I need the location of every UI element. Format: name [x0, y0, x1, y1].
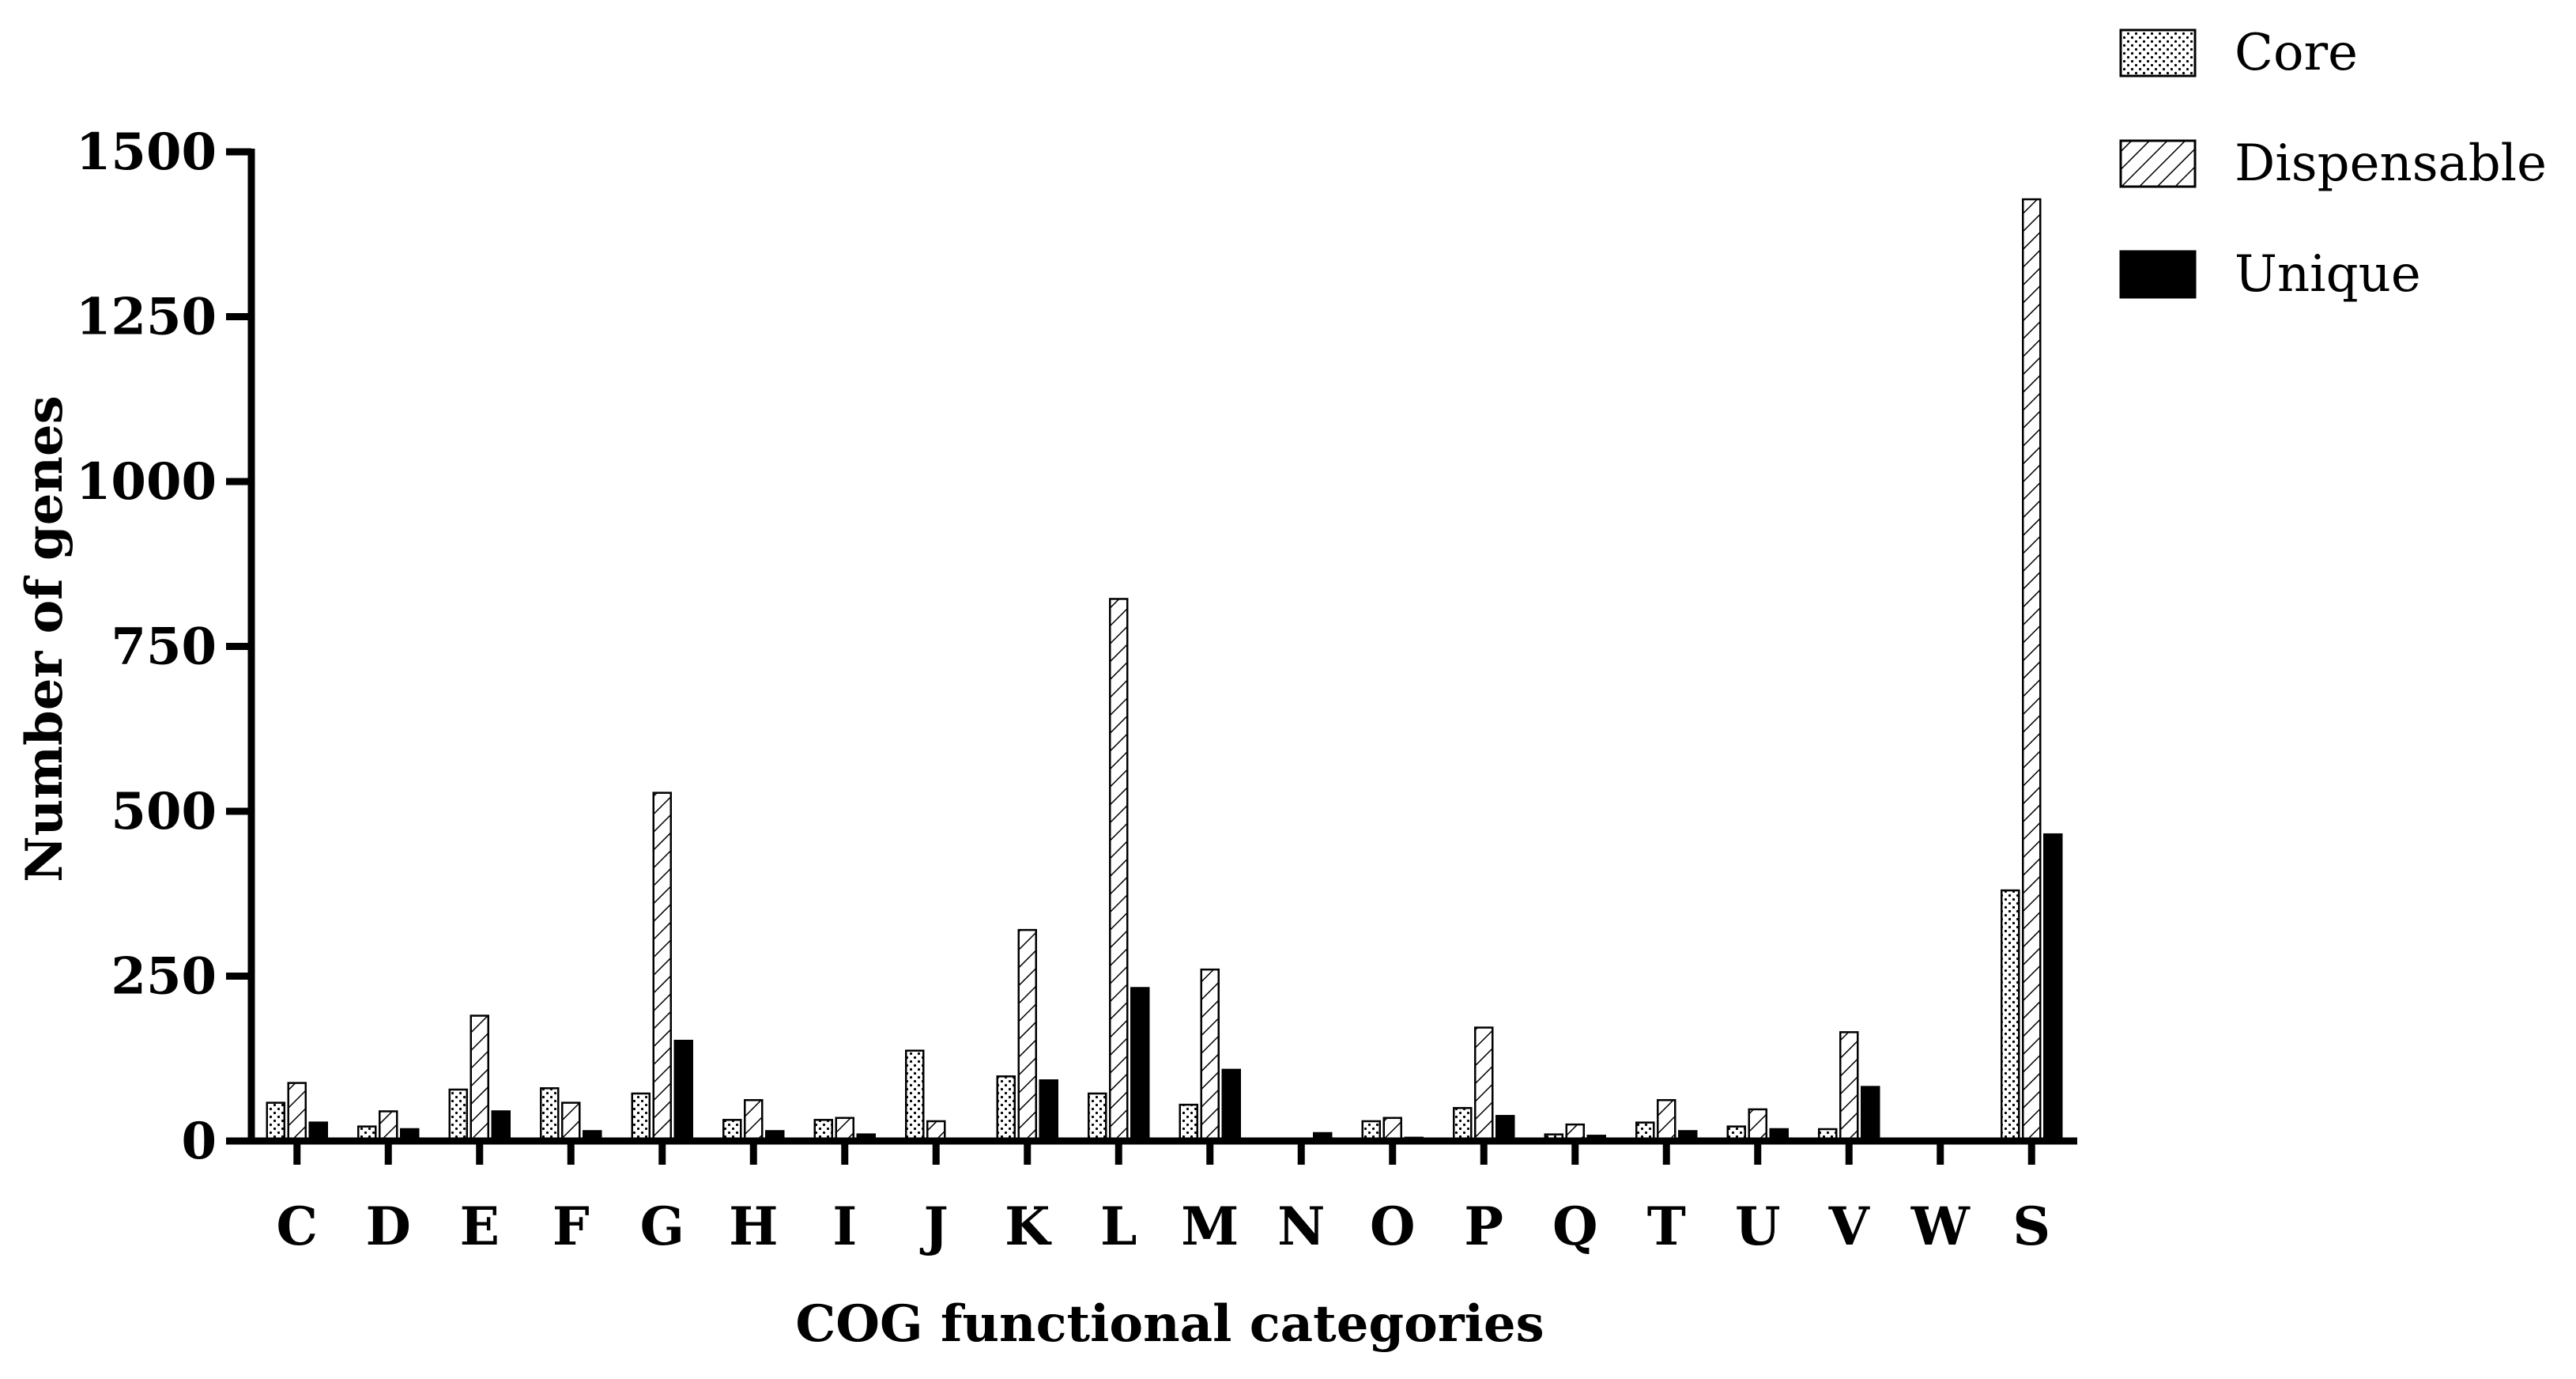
bar-dispensable-V: [1839, 1031, 1859, 1143]
axes-layer: C D E F G H I J K L M N O P Q T U V W S 0 250 500 750 1000 1250 15…: [76, 123, 2077, 1257]
bar-unique-P: [1495, 1115, 1515, 1143]
x-tick-label-G: G: [640, 1196, 685, 1257]
bar-core-F: [540, 1087, 560, 1143]
bar-dispensable-U: [1748, 1108, 1767, 1143]
bar-unique-G: [673, 1039, 693, 1143]
bar-dispensable-T: [1657, 1099, 1676, 1143]
bars-layer: [266, 198, 2063, 1143]
y-tick-label-0: 0: [181, 1112, 217, 1171]
x-tick-label-T: T: [1647, 1196, 1686, 1257]
x-tick-label-E: E: [460, 1196, 500, 1257]
y-tick-label-250: 250: [111, 947, 217, 1007]
bar-unique-V: [1861, 1086, 1880, 1143]
x-axis-title: COG functional categories: [795, 1294, 1544, 1354]
bar-unique-K: [1039, 1079, 1058, 1143]
bar-core-L: [1088, 1092, 1107, 1143]
bar-dispensable-H: [744, 1099, 764, 1143]
bar-dispensable-S: [2022, 198, 2042, 1143]
x-tick-label-L: L: [1100, 1196, 1137, 1257]
x-tick-label-M: M: [1181, 1196, 1239, 1257]
x-tick-label-C: C: [276, 1196, 318, 1257]
bar-core-M: [1179, 1103, 1198, 1143]
y-tick-label-500: 500: [111, 782, 217, 841]
bar-core-S: [2001, 889, 2020, 1143]
x-tick-label-D: D: [366, 1196, 411, 1257]
bar-core-G: [631, 1092, 651, 1143]
bar-dispensable-M: [1200, 968, 1220, 1143]
legend-swatch-core: [2119, 28, 2197, 77]
bar-unique-M: [1221, 1068, 1241, 1143]
x-tick-label-W: W: [1910, 1196, 1971, 1257]
y-tick-label-1500: 1500: [76, 123, 217, 182]
x-tick-label-I: I: [832, 1196, 857, 1257]
bar-unique-L: [1130, 987, 1150, 1143]
y-tick-label-1250: 1250: [76, 288, 217, 347]
bar-unique-S: [2043, 833, 2063, 1143]
bar-core-C: [266, 1101, 285, 1143]
bar-core-P: [1453, 1107, 1473, 1143]
bar-dispensable-L: [1109, 598, 1129, 1143]
legend-label-unique: Unique: [2235, 245, 2421, 304]
legend-swatch-unique: [2119, 250, 2197, 299]
x-tick-label-S: S: [2012, 1196, 2050, 1257]
x-tick-label-J: J: [920, 1196, 949, 1257]
y-tick-label-750: 750: [111, 618, 217, 677]
bar-dispensable-C: [287, 1082, 307, 1143]
x-tick-label-F: F: [553, 1196, 590, 1257]
bar-dispensable-D: [379, 1110, 398, 1143]
legend-label-core: Core: [2235, 24, 2358, 82]
y-axis-title: Number of genes: [15, 395, 74, 882]
x-tick-label-K: K: [1005, 1196, 1052, 1257]
bar-core-E: [448, 1088, 468, 1143]
bar-dispensable-F: [561, 1101, 581, 1143]
legend: Core Dispensable Unique: [2119, 24, 2547, 304]
x-tick-label-V: V: [1828, 1196, 1871, 1257]
y-tick-label-1000: 1000: [76, 452, 217, 512]
legend-label-dispensable: Dispensable: [2235, 134, 2547, 193]
x-tick-label-O: O: [1370, 1196, 1416, 1257]
bar-dispensable-G: [652, 792, 672, 1143]
bar-dispensable-P: [1474, 1026, 1494, 1143]
bar-core-J: [905, 1049, 925, 1143]
legend-swatch-dispensable: [2119, 139, 2197, 188]
x-tick-label-H: H: [729, 1196, 778, 1257]
x-tick-label-Q: Q: [1552, 1196, 1598, 1257]
bar-core-K: [996, 1075, 1016, 1143]
x-tick-label-N: N: [1277, 1196, 1325, 1257]
x-tick-label-U: U: [1735, 1196, 1781, 1257]
bar-dispensable-E: [470, 1014, 489, 1143]
bar-dispensable-K: [1017, 928, 1037, 1143]
x-tick-label-P: P: [1464, 1196, 1503, 1257]
bar-unique-E: [491, 1110, 511, 1143]
